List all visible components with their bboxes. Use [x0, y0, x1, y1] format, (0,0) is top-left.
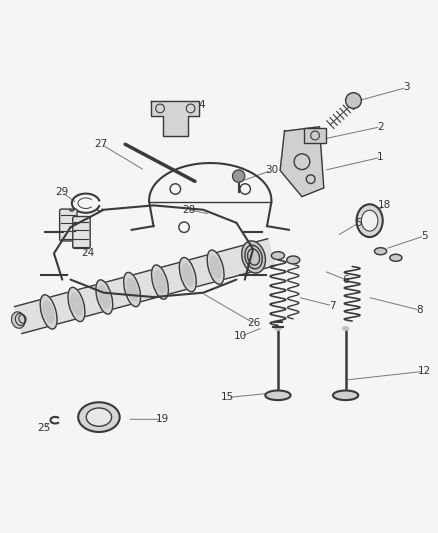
Ellipse shape [247, 249, 260, 265]
Ellipse shape [152, 265, 168, 299]
Ellipse shape [343, 327, 349, 330]
Ellipse shape [180, 257, 196, 292]
Ellipse shape [390, 254, 402, 261]
Text: 18: 18 [378, 200, 392, 211]
Ellipse shape [272, 252, 285, 260]
Ellipse shape [124, 272, 141, 306]
Ellipse shape [19, 314, 26, 323]
Text: 6: 6 [343, 274, 349, 285]
Ellipse shape [333, 391, 358, 400]
Polygon shape [151, 101, 199, 135]
Circle shape [233, 170, 245, 182]
Ellipse shape [11, 312, 25, 328]
Ellipse shape [127, 278, 138, 301]
Text: 19: 19 [155, 414, 169, 424]
Ellipse shape [78, 402, 120, 432]
Text: 2: 2 [377, 122, 384, 132]
Text: 28: 28 [182, 205, 195, 215]
Text: 5: 5 [355, 218, 362, 228]
Ellipse shape [43, 301, 54, 323]
Ellipse shape [207, 250, 224, 284]
Text: 25: 25 [38, 423, 51, 433]
Text: 29: 29 [55, 187, 68, 197]
Polygon shape [14, 239, 275, 334]
Text: 3: 3 [403, 83, 410, 93]
Ellipse shape [99, 286, 110, 308]
Text: 15: 15 [221, 392, 234, 402]
Ellipse shape [86, 408, 112, 426]
Text: 4: 4 [198, 100, 205, 110]
Ellipse shape [71, 293, 82, 316]
Text: 30: 30 [265, 165, 278, 175]
Ellipse shape [287, 256, 300, 264]
Text: 1: 1 [377, 152, 384, 163]
Ellipse shape [15, 313, 25, 326]
Ellipse shape [265, 391, 290, 400]
Ellipse shape [210, 256, 221, 278]
Circle shape [346, 93, 361, 108]
Ellipse shape [96, 280, 113, 314]
Text: 7: 7 [329, 301, 336, 311]
Ellipse shape [68, 287, 85, 321]
FancyBboxPatch shape [304, 128, 326, 143]
Ellipse shape [361, 210, 378, 231]
Ellipse shape [374, 248, 387, 255]
Ellipse shape [182, 263, 193, 286]
Text: 27: 27 [95, 139, 108, 149]
Text: 10: 10 [234, 332, 247, 341]
Text: 26: 26 [247, 318, 261, 328]
Polygon shape [280, 127, 324, 197]
Ellipse shape [155, 271, 166, 293]
Ellipse shape [245, 245, 262, 269]
Ellipse shape [242, 241, 265, 273]
Text: 12: 12 [417, 366, 431, 376]
Text: 8: 8 [417, 305, 423, 315]
FancyBboxPatch shape [60, 209, 77, 241]
FancyBboxPatch shape [73, 216, 90, 248]
Ellipse shape [275, 327, 281, 330]
Text: 24: 24 [81, 248, 95, 259]
Text: 5: 5 [421, 231, 427, 241]
Ellipse shape [40, 295, 57, 329]
Ellipse shape [357, 204, 383, 237]
